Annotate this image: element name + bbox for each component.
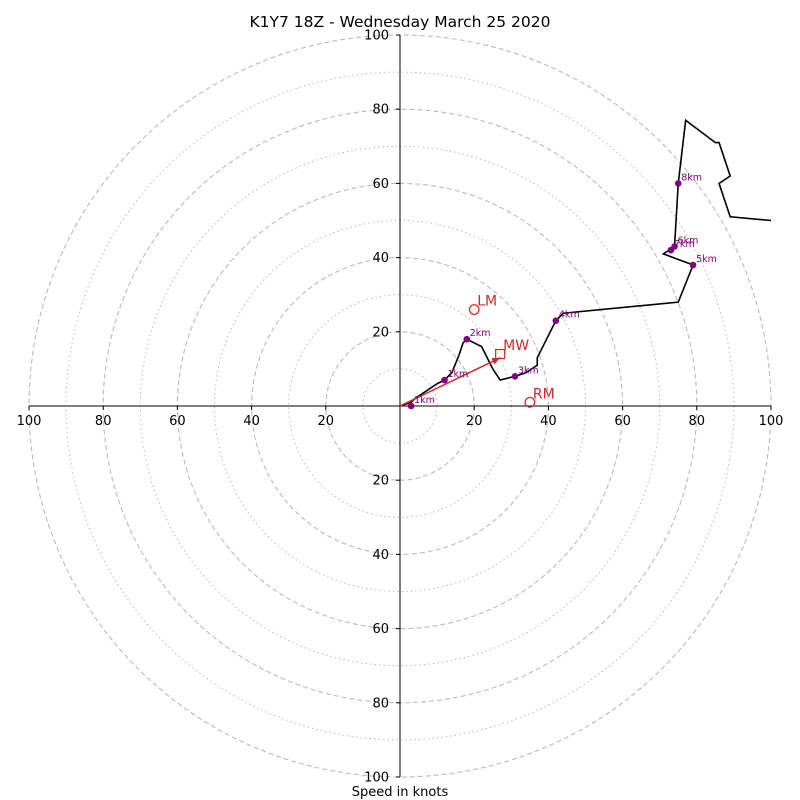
shear-vector — [399, 357, 501, 407]
x-tick-label: 100 — [759, 414, 784, 429]
height-marker-dot — [552, 317, 560, 324]
x-tick-label: 100 — [17, 414, 42, 429]
y-tick-label: 40 — [372, 548, 389, 563]
tick-labels: 20 20 20 20 40 40 40 40 60 60 60 60 80 80 80 80 100 100 10… — [17, 29, 784, 786]
height-marker-label: 4km — [559, 310, 580, 321]
storm-motion-lm-label: LM — [477, 294, 497, 310]
y-tick-label: 80 — [372, 696, 389, 711]
y-tick-label: 60 — [372, 177, 389, 192]
height-marker-dot — [689, 261, 697, 269]
x-tick-label: 80 — [689, 414, 706, 429]
height-marker-dot — [463, 335, 471, 343]
storm-motion-markers: LM MW RM — [468, 294, 555, 408]
storm-motion-rm-label: RM — [533, 386, 555, 402]
height-marker-dot — [511, 373, 519, 380]
height-marker-dot — [441, 376, 448, 384]
x-tick-label: 40 — [243, 414, 260, 429]
x-axis-label: Speed in knots — [352, 785, 449, 800]
y-tick-label: 80 — [372, 103, 389, 118]
x-tick-label: 60 — [169, 414, 186, 429]
height-marker-label: 1km — [414, 395, 435, 406]
storm-motion-mw-marker — [495, 348, 506, 360]
height-marker-label: 7km — [674, 239, 695, 250]
height-marker-label: 8km — [681, 172, 702, 183]
x-tick-label: 20 — [466, 414, 483, 429]
height-marker-label: 6km — [678, 235, 699, 246]
height-marker-label: 2km — [470, 328, 491, 339]
x-tick-label: 40 — [540, 414, 557, 429]
shear-vector-arrowhead — [491, 357, 501, 365]
height-marker-label: 1km — [448, 369, 469, 380]
storm-motion-rm-marker — [524, 396, 536, 408]
height-marker-dot — [667, 246, 675, 254]
x-tick-label: 60 — [614, 414, 631, 429]
x-tick-label: 80 — [95, 414, 112, 429]
storm-motion-mw-label: MW — [503, 338, 529, 354]
height-marker-dot — [674, 180, 682, 187]
storm-motion-lm-marker — [468, 304, 480, 315]
shear-vector-line — [399, 357, 501, 407]
y-tick-label: 100 — [364, 771, 389, 786]
y-tick-label: 100 — [364, 29, 389, 44]
x-tick-label: 20 — [318, 414, 335, 429]
y-tick-label: 60 — [372, 622, 389, 637]
y-tick-label: 40 — [372, 251, 389, 266]
height-marker-label: 3km — [518, 365, 539, 376]
chart-title: K1Y7 18Z - Wednesday March 25 2020 — [249, 13, 550, 31]
height-marker-dot — [407, 402, 415, 410]
y-tick-label: 20 — [372, 325, 389, 340]
height-marker-label: 5km — [696, 254, 717, 265]
y-tick-label: 20 — [372, 474, 389, 489]
